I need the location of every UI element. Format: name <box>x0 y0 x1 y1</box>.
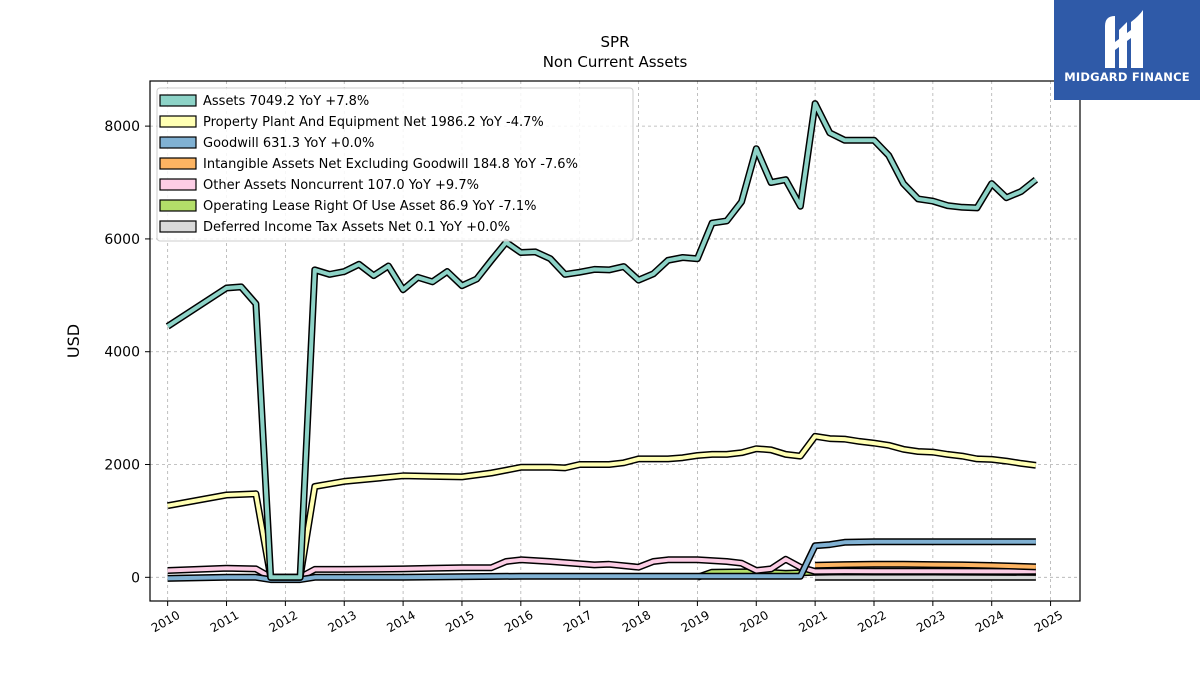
legend-label: Deferred Income Tax Assets Net 0.1 YoY +… <box>203 220 510 235</box>
legend-box <box>156 87 634 242</box>
legend-label: Operating Lease Right Of Use Asset 86.9 … <box>203 199 536 214</box>
plot-frame <box>149 80 1081 602</box>
series-stroke <box>166 101 1038 580</box>
x-tick-label: 2014 <box>384 608 417 635</box>
legend-swatch <box>159 157 197 170</box>
chart-subtitle: Non Current Assets <box>543 53 688 71</box>
brand-name: MIDGARD FINANCE <box>1064 70 1190 84</box>
x-tick-label: 2025 <box>1032 608 1065 635</box>
legend-swatch <box>159 115 197 128</box>
chart-title: SPR <box>601 33 630 51</box>
legend-label: Assets 7049.2 YoY +7.8% <box>203 94 369 109</box>
legend-item: Property Plant And Equipment Net 1986.2 … <box>159 115 544 130</box>
x-tick-label: 2020 <box>738 608 771 635</box>
legend-label: Goodwill 631.3 YoY +0.0% <box>203 136 374 151</box>
legend-label: Other Assets Noncurrent 107.0 YoY +9.7% <box>203 178 479 193</box>
y-tick-label: 2000 <box>104 458 140 474</box>
series-stroke <box>167 557 1036 580</box>
x-tick-label: 2010 <box>149 608 182 635</box>
brand-logo: MIDGARD FINANCE <box>1054 0 1200 100</box>
legend-item: Intangible Assets Net Excluding Goodwill… <box>159 157 578 172</box>
legend: Assets 7049.2 YoY +7.8% Property Plant An… <box>156 87 634 242</box>
legend-swatch <box>159 94 197 107</box>
x-tick-label: 2018 <box>620 608 653 635</box>
y-axis-label: USD <box>64 324 83 358</box>
series-stroke <box>167 434 1037 580</box>
series-line <box>167 555 1036 581</box>
x-tick-label: 2023 <box>914 608 947 635</box>
x-tick-label: 2022 <box>855 608 888 635</box>
series-line <box>815 560 1037 571</box>
legend-item: Other Assets Noncurrent 107.0 YoY +9.7% <box>159 178 479 193</box>
x-tick-label: 2013 <box>326 608 359 635</box>
series-stroke <box>815 562 1036 569</box>
legend-swatch <box>159 220 197 233</box>
x-tick-label: 2017 <box>561 608 594 635</box>
x-tick-label: 2011 <box>208 608 241 635</box>
series-line <box>165 100 1039 581</box>
legend-item: Operating Lease Right Of Use Asset 86.9 … <box>159 199 536 214</box>
x-tick-label: 2021 <box>796 608 829 635</box>
legend-label: Property Plant And Equipment Net 1986.2 … <box>203 115 544 130</box>
x-tick-label: 2016 <box>502 608 535 635</box>
legend-item: Assets 7049.2 YoY +7.8% <box>159 94 369 109</box>
legend-swatch <box>159 199 197 212</box>
x-tick-label: 2012 <box>267 608 300 635</box>
legend-item: Goodwill 631.3 YoY +0.0% <box>159 136 374 151</box>
x-tick-label: 2019 <box>679 608 712 635</box>
x-tick-label: 2024 <box>973 608 1006 635</box>
legend-label: Intangible Assets Net Excluding Goodwill… <box>203 157 578 172</box>
y-tick-label: 0 <box>131 570 140 586</box>
y-tick-label: 6000 <box>104 232 140 248</box>
series-group <box>165 100 1039 584</box>
series-line <box>167 432 1037 581</box>
x-tick-label: 2015 <box>443 608 476 635</box>
y-tick-label: 8000 <box>104 119 140 135</box>
midgard-m-icon <box>1105 10 1143 68</box>
legend-item: Deferred Income Tax Assets Net 0.1 YoY +… <box>159 220 510 235</box>
legend-swatch <box>159 178 197 191</box>
y-tick-label: 4000 <box>104 345 140 361</box>
legend-swatch <box>159 136 197 149</box>
